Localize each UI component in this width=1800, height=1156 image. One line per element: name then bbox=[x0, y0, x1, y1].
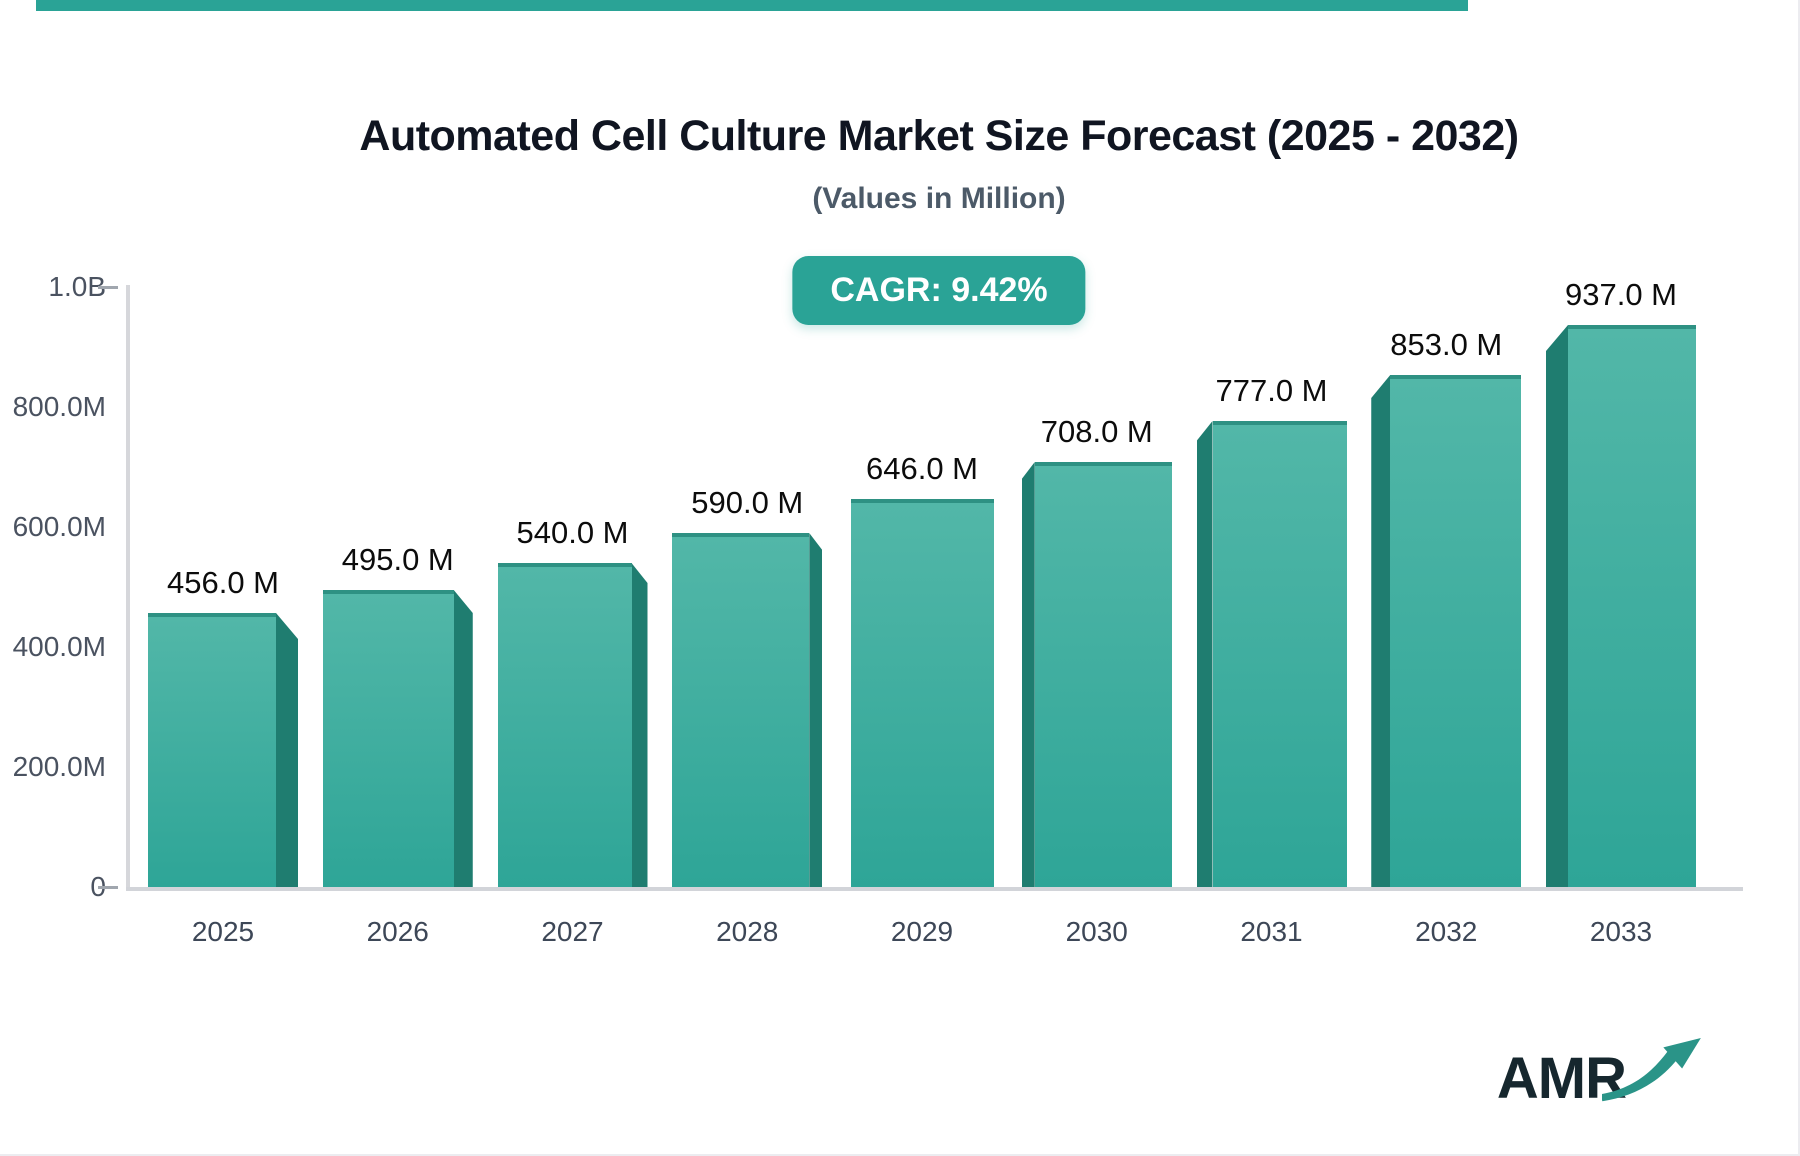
x-axis-line bbox=[126, 887, 1743, 891]
bar-value-label: 590.0 M bbox=[691, 485, 804, 520]
bar-2028[interactable] bbox=[672, 533, 823, 887]
y-axis-tick bbox=[98, 286, 118, 289]
x-axis-label: 2025 bbox=[191, 916, 255, 947]
bar-2027[interactable] bbox=[497, 563, 648, 887]
x-axis-label: 2028 bbox=[716, 916, 779, 947]
bar-face bbox=[1034, 462, 1172, 887]
bar-value-label: 456.0 M bbox=[166, 565, 279, 600]
chart-title: Automated Cell Culture Market Size Forec… bbox=[359, 112, 1519, 160]
top-accent-bar bbox=[36, 0, 1468, 11]
bar-value-label: 495.0 M bbox=[341, 542, 454, 577]
bar-value-label: 853.0 M bbox=[1390, 327, 1503, 362]
bar-2026[interactable] bbox=[322, 590, 473, 887]
bar-2031[interactable] bbox=[1196, 421, 1347, 887]
bar-3d-side bbox=[1196, 421, 1213, 887]
bar-value-label: 540.0 M bbox=[516, 515, 629, 550]
bar-face bbox=[1212, 421, 1347, 887]
cagr-badge: CAGR: 9.42% bbox=[792, 256, 1086, 325]
bar-3d-side bbox=[1546, 325, 1568, 887]
bar-face bbox=[322, 590, 454, 887]
bar-value-label: 777.0 M bbox=[1215, 373, 1328, 408]
x-axis-label: 2029 bbox=[890, 916, 954, 947]
x-axis-label: 2032 bbox=[1415, 916, 1478, 947]
bar-value-label: 937.0 M bbox=[1564, 277, 1677, 312]
bar-3d-side bbox=[631, 563, 648, 887]
bar-2033[interactable] bbox=[1546, 325, 1696, 887]
bar-3d-side bbox=[1021, 462, 1035, 887]
y-axis-label: 800.0M bbox=[12, 391, 106, 422]
chart-subtitle: (Values in Million) bbox=[812, 182, 1066, 215]
x-axis-label: 2033 bbox=[1589, 916, 1653, 947]
bar-3d-side bbox=[453, 590, 473, 887]
bar-value-label: 708.0 M bbox=[1040, 414, 1153, 449]
y-axis-line bbox=[126, 285, 130, 891]
bar-face bbox=[672, 533, 810, 887]
bar-2025[interactable] bbox=[148, 613, 298, 887]
bar-face bbox=[850, 499, 994, 887]
amr-logo[interactable]: AMR bbox=[1497, 1038, 1720, 1108]
bar-face bbox=[497, 563, 632, 887]
x-axis-label: 2030 bbox=[1065, 916, 1128, 947]
growth-arrow-icon bbox=[1602, 1038, 1701, 1102]
x-axis-label: 2031 bbox=[1240, 916, 1303, 947]
bar-3d-side bbox=[276, 613, 298, 887]
bar-3d-side bbox=[1371, 375, 1391, 887]
y-axis-label: 400.0M bbox=[12, 631, 106, 662]
bar-2029[interactable] bbox=[850, 499, 994, 887]
x-axis-label: 2026 bbox=[366, 916, 429, 947]
bar-3d-side bbox=[809, 533, 823, 887]
y-axis-label: 200.0M bbox=[12, 751, 106, 782]
y-axis-tick bbox=[98, 886, 118, 889]
y-axis-label: 0 bbox=[0, 870, 106, 904]
y-axis-label: 1.0B bbox=[48, 271, 106, 302]
bar-2032[interactable] bbox=[1371, 375, 1522, 887]
x-axis-label: 2027 bbox=[541, 916, 604, 947]
bar-face bbox=[148, 613, 276, 887]
bar-face bbox=[1568, 325, 1696, 887]
bar-2030[interactable] bbox=[1021, 462, 1172, 887]
y-axis-label: 600.0M bbox=[12, 511, 106, 542]
bar-face bbox=[1390, 375, 1522, 887]
bar-value-label: 646.0 M bbox=[865, 451, 978, 486]
